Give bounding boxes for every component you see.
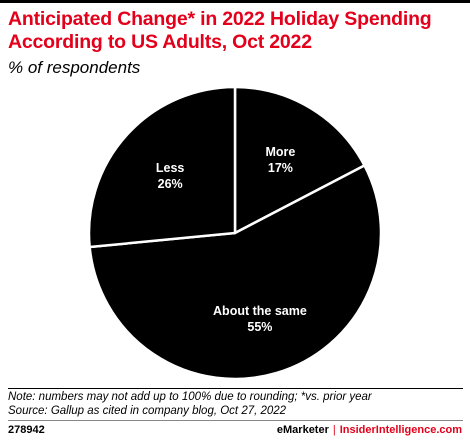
bottom-rule — [8, 420, 463, 421]
pie-label-value-about-the-same: 55% — [247, 320, 272, 334]
top-rule — [0, 0, 470, 3]
pie-label-value-less: 26% — [158, 177, 183, 191]
chart-id: 278942 — [8, 424, 45, 436]
pie-label-name-about-the-same: About the same — [213, 304, 307, 318]
brand: eMarketer | InsiderIntelligence.com — [277, 424, 462, 436]
pie-slices — [87, 85, 383, 381]
pie-label-value-more: 17% — [268, 161, 293, 175]
pie-label-name-more: More — [265, 145, 295, 159]
pie-label-more: More 17% — [265, 145, 295, 175]
brand-emarketer: eMarketer — [276, 424, 329, 436]
pie-slice-more — [233, 85, 366, 235]
chart-subtitle: % of respondents — [8, 58, 141, 77]
source-note: Source: Gallup as cited in company blog,… — [8, 405, 287, 417]
brand-insider-intelligence: InsiderIntelligence.com — [339, 424, 462, 436]
pie-chart: More 17% About the same 55% Less 26% — [87, 85, 383, 381]
footer-rule — [8, 388, 463, 389]
pie-label-about-the-same: About the same 55% — [213, 304, 307, 334]
pie-slice-less — [87, 85, 237, 249]
brand-separator: | — [332, 424, 336, 436]
pie-label-name-less: Less — [156, 161, 185, 175]
pie-labels: More 17% About the same 55% Less 26% — [156, 145, 307, 334]
pie-slice-about-the-same — [88, 164, 383, 381]
footnote: Note: numbers may not add up to 100% due… — [8, 391, 372, 403]
pie-label-less: Less 26% — [156, 161, 185, 191]
chart-title: Anticipated Change* in 2022 Holiday Spen… — [8, 8, 432, 53]
